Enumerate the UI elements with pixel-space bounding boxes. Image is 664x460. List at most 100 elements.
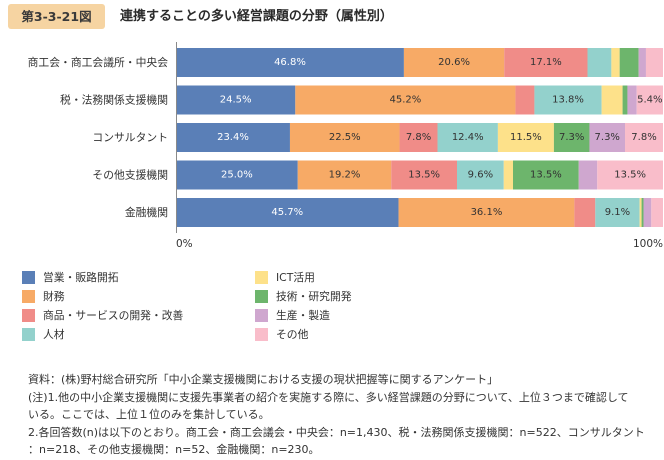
bar-segment [625,123,663,152]
bar-segment [574,198,596,227]
x-tick-label: 0% [176,238,193,250]
category-label: 商工会・商工会議所・中央会 [28,55,169,69]
data-label: 7.3% [595,132,620,143]
bar-segment [601,85,623,115]
note-line: いる。ここでは、上位１位のみを集計している。 [28,408,270,421]
legend-item: 生産・製造 [255,309,455,328]
legend-swatch [22,309,35,322]
figure-number-badge: 第3-3-21図 [8,4,105,29]
bar-segment [645,48,663,77]
data-label: 45.7% [271,207,303,218]
data-label: 20.6% [438,57,470,68]
data-label: 7.3% [559,132,584,143]
notes: 資料：(株)野村総合研究所「中小企業支援機関における支援の現状把握等に関するアン… [28,371,658,459]
bar-segment [587,48,612,77]
bar-segment [597,160,663,190]
data-label: 13.5% [614,170,646,181]
legend-swatch [255,271,268,284]
note-line: (注)1.他の中小企業支援機関に支援先事業者の紹介を実施する際に、多い経営課題の… [28,390,629,404]
bar-segment [636,85,663,115]
data-label: 9.1% [605,207,630,218]
bar-segment [497,123,554,152]
bar-segment [639,198,642,227]
source-note: 資料：(株)野村総合研究所「中小企業支援機関における支援の現状把握等に関するアン… [28,373,499,386]
data-label: 13.5% [530,170,562,181]
legend-label: 生産・製造 [276,309,330,322]
legend-swatch [255,328,268,341]
bar-segment [295,85,516,115]
data-label: 11.5% [510,132,542,143]
data-label: 46.8% [274,57,306,68]
data-label: 24.5% [220,95,252,106]
bar-segment [513,160,579,190]
data-label: 7.8% [406,132,431,143]
category-label: 金融機関 [125,205,168,219]
bar-segment [651,198,663,227]
data-label: 22.5% [329,132,361,143]
data-label: 17.1% [530,57,562,68]
bar-segment [627,85,637,115]
bar-segment [176,85,296,115]
bar-segment [437,123,498,152]
note-line: ：n=218、その他支援機関：n=52、金融機関：n=230。 [28,443,320,456]
bar-segment [176,48,404,77]
legend-item: その他 [255,328,455,347]
bar-segment [578,160,598,190]
data-label: 13.8% [552,95,584,106]
bar-segment [176,160,298,190]
bar-segment [391,160,457,190]
bar-segment [619,48,639,77]
data-label: 9.6% [468,170,493,181]
legend-swatch [255,309,268,322]
bar-segment [176,123,290,152]
legend-label: 営業・販路開拓 [43,271,119,284]
legend-item: ICT活用 [255,271,455,290]
bar-segment [553,123,590,152]
bar-segment [534,85,602,115]
bar-segment [456,160,504,190]
legend-label: 商品・サービスの開発・改善 [43,309,184,322]
bar-segment [638,48,646,77]
legend-label: 財務 [43,290,65,303]
data-label: 23.4% [217,132,249,143]
bar-segment [595,198,640,227]
legend-item: 財務 [22,290,255,309]
bar-segment [289,123,400,152]
legend-label: ICT活用 [276,271,315,284]
category-label: 税・法務関係支援機関 [60,93,168,107]
legend-item: 商品・サービスの開発・改善 [22,309,255,328]
data-label: 25.0% [221,170,253,181]
bar-segment [611,48,620,77]
legend-label: その他 [276,328,309,341]
legend-swatch [22,271,35,284]
legend-swatch [22,290,35,303]
bar-segment [515,85,535,115]
legend-swatch [255,290,268,303]
bar-segment [641,198,644,227]
data-label: 45.2% [389,95,421,106]
category-label: コンサルタント [92,131,168,144]
data-label: 7.8% [631,132,656,143]
legend: 営業・販路開拓 財務商品・サービスの開発・改善 人材 ICT活用技術・研究開発 生産・製… [22,271,455,347]
figure-title: 連携することの多い経営課題の分野（属性別） [120,9,393,24]
note-line: 2.各回答数(n)は以下のとおり。商工会・商工会議会・中央会：n=1,430、税… [28,425,645,439]
bar-segment [176,198,399,227]
bar-segment [399,123,438,152]
bar-segment [403,48,505,77]
legend-item: 人材 [22,328,255,347]
bar-segment [643,198,652,227]
legend-item: 営業・販路開拓 [22,271,255,290]
stacked-bar-chart: 商工会・商工会議所・中央会 46.8% 20.6% 17.1% 税・法務関係支援機関 24… [28,42,663,250]
legend-label: 人材 [43,328,65,341]
bar-segment [504,48,588,77]
legend-label: 技術・研究開発 [276,290,352,303]
data-label: 12.4% [452,132,484,143]
category-label: その他支援機関 [92,168,168,182]
data-label: 36.1% [471,207,503,218]
data-label: 5.4% [637,95,662,106]
bar-segment [398,198,575,227]
data-label: 13.5% [408,170,440,181]
legend-swatch [22,328,35,341]
x-tick-label: 100% [633,238,663,250]
bar-segment [622,85,628,115]
